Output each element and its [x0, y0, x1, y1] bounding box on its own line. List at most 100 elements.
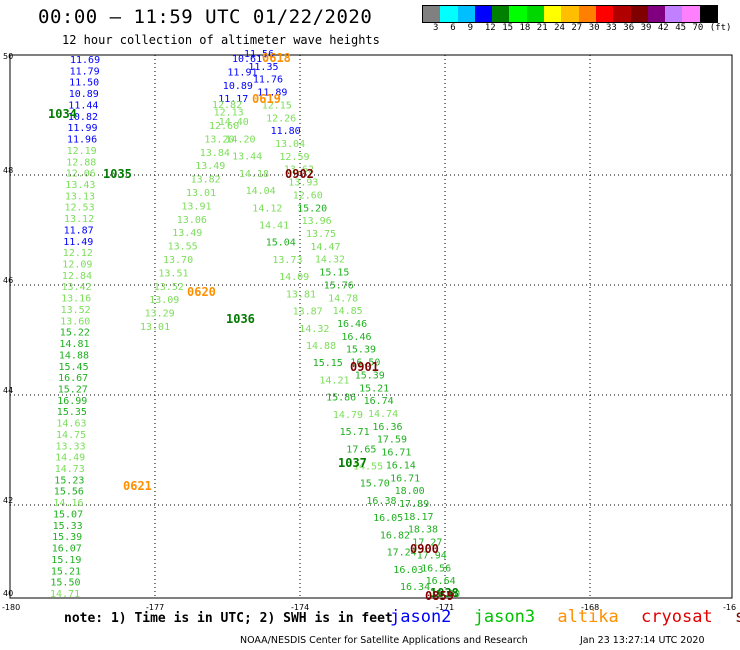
wave-height-value: 16.50	[350, 358, 380, 369]
colorbar-swatch	[682, 6, 700, 22]
colorbar-label: 39	[640, 23, 652, 33]
wave-height-value: 15.35	[57, 407, 87, 418]
latitude-label: 50	[3, 52, 13, 61]
wave-height-value: 16.71	[381, 448, 411, 459]
wave-height-value: 12.60	[209, 121, 239, 132]
colorbar	[422, 5, 719, 23]
wave-height-value: 12.13	[214, 108, 244, 119]
longitude-label: -16	[723, 603, 736, 612]
pass-time-tag: 0859	[425, 589, 454, 603]
gridlines	[10, 55, 732, 598]
pass-time-tag: 0901	[350, 360, 379, 374]
wave-height-value: 11.56	[244, 49, 274, 60]
wave-height-value: 15.22	[60, 328, 90, 339]
pass-time-tag: 0900	[410, 542, 439, 556]
wave-height-value: 13.01	[140, 322, 170, 333]
colorbar-swatch	[630, 6, 648, 22]
pass-time-tag: 1034	[48, 107, 77, 121]
wave-height-value: 13.29	[145, 309, 175, 320]
wave-height-value: 14.88	[59, 350, 89, 361]
wave-height-value: 11.99	[67, 123, 97, 134]
wave-height-value: 13.51	[158, 268, 188, 279]
wave-height-value: 14.32	[315, 255, 345, 266]
wave-height-value: 12.15	[262, 100, 292, 111]
wave-height-value: 13.33	[56, 441, 86, 452]
wave-height-value: 15.20	[297, 203, 327, 214]
wave-height-value: 13.01	[186, 188, 216, 199]
longitude-label: -171	[436, 603, 454, 612]
longitude-label: -177	[146, 603, 164, 612]
wave-height-value: 13.16	[61, 294, 91, 305]
colorbar-swatch	[613, 6, 631, 22]
wave-height-value: 10.82	[68, 112, 98, 123]
wave-height-value: 13.60	[60, 316, 90, 327]
wave-height-value: 15.21	[51, 566, 81, 577]
wave-height-value: 15.80	[430, 589, 460, 600]
wave-height-value: 18.38	[408, 525, 438, 536]
wave-height-value: 15.39	[346, 345, 376, 356]
colorbar-swatch	[665, 6, 683, 22]
wave-height-value: 15.50	[50, 578, 80, 589]
wave-height-value: 16.05	[373, 513, 403, 524]
wave-height-value: 18.00	[395, 486, 425, 497]
wave-height-value: 13.62	[284, 165, 314, 176]
wave-height-value: 15.15	[319, 268, 349, 279]
colorbar-swatch	[595, 6, 614, 22]
wave-height-value: 16.67	[58, 373, 88, 384]
wave-height-value: 11.87	[64, 225, 94, 236]
wave-height-value: 12.59	[279, 152, 309, 163]
latitude-label: 46	[3, 276, 13, 285]
latitude-label: 42	[3, 496, 13, 505]
colorbar-label: 3	[433, 23, 439, 33]
wave-height-value: 15.19	[51, 555, 81, 566]
wave-height-value: 13.96	[302, 216, 332, 227]
wave-height-value: 13.20	[204, 134, 234, 145]
pass-time-tags: 0618 0619 0620 0621 1035 1036 1037 1034 1038 0902…	[48, 51, 459, 603]
colorbar-label: 27	[571, 23, 583, 33]
wave-height-value: 14.41	[259, 221, 289, 232]
pass-time-tag: 1038	[430, 586, 459, 600]
longitude-label: -180	[2, 603, 20, 612]
wave-height-value: 14.04	[246, 186, 276, 197]
pass-time-tag: 0621	[123, 479, 152, 493]
colorbar-label: 12	[484, 23, 496, 33]
colorbar-label: 33	[606, 23, 617, 33]
wave-height-value: 14.47	[310, 242, 340, 253]
colorbar-label: 30	[588, 23, 600, 33]
wave-height-value: 11.91	[227, 67, 257, 78]
wave-height-value: 10.89	[223, 81, 253, 92]
wave-height-value: 15.27	[58, 385, 88, 396]
satellite-legend: jason2 jason3 altika cryosat s3a	[390, 607, 740, 627]
wave-height-value: 12.26	[266, 113, 296, 124]
longitude-label: -174	[291, 603, 309, 612]
wave-height-value: 15.04	[266, 238, 296, 249]
wave-height-value: 14.81	[59, 339, 89, 350]
wave-height-value: 16.03	[393, 565, 423, 576]
wave-height-value: 15.86	[326, 393, 356, 404]
wave-height-value: 14.40	[219, 117, 249, 128]
longitude-label: -168	[581, 603, 599, 612]
wave-height-value: 13.55	[168, 242, 198, 253]
colorbar-swatch	[423, 6, 441, 22]
colorbar-swatch	[440, 6, 458, 22]
wave-height-value: 13.09	[149, 295, 179, 306]
wave-height-value: 14.74	[368, 409, 398, 420]
pass-time-tag: 1036	[226, 312, 255, 326]
wave-height-value: 15.45	[59, 362, 89, 373]
wave-height-value: 16.99	[57, 396, 87, 407]
wave-height-value: 14.79	[333, 410, 363, 421]
wave-height-value: 16.56	[421, 563, 451, 574]
wave-height-value: 11.89	[257, 88, 287, 99]
wave-height-value: 12.53	[65, 203, 95, 214]
wave-height-value: 17.59	[377, 435, 407, 446]
wave-height-value: 12.09	[62, 260, 92, 271]
wave-height-value: 14.78	[328, 293, 358, 304]
wave-height-value: 16.07	[52, 544, 82, 555]
credit-text: NOAA/NESDIS Center for Satellite Applica…	[240, 635, 528, 646]
wave-height-value: 14.12	[252, 203, 282, 214]
wave-height-value: 16.46	[341, 332, 371, 343]
wave-height-value: 14.71	[50, 589, 80, 600]
wave-height-value: 12.60	[293, 190, 323, 201]
wave-height-value: 15.23	[54, 475, 84, 486]
pass-time-tag: 1035	[103, 167, 132, 181]
